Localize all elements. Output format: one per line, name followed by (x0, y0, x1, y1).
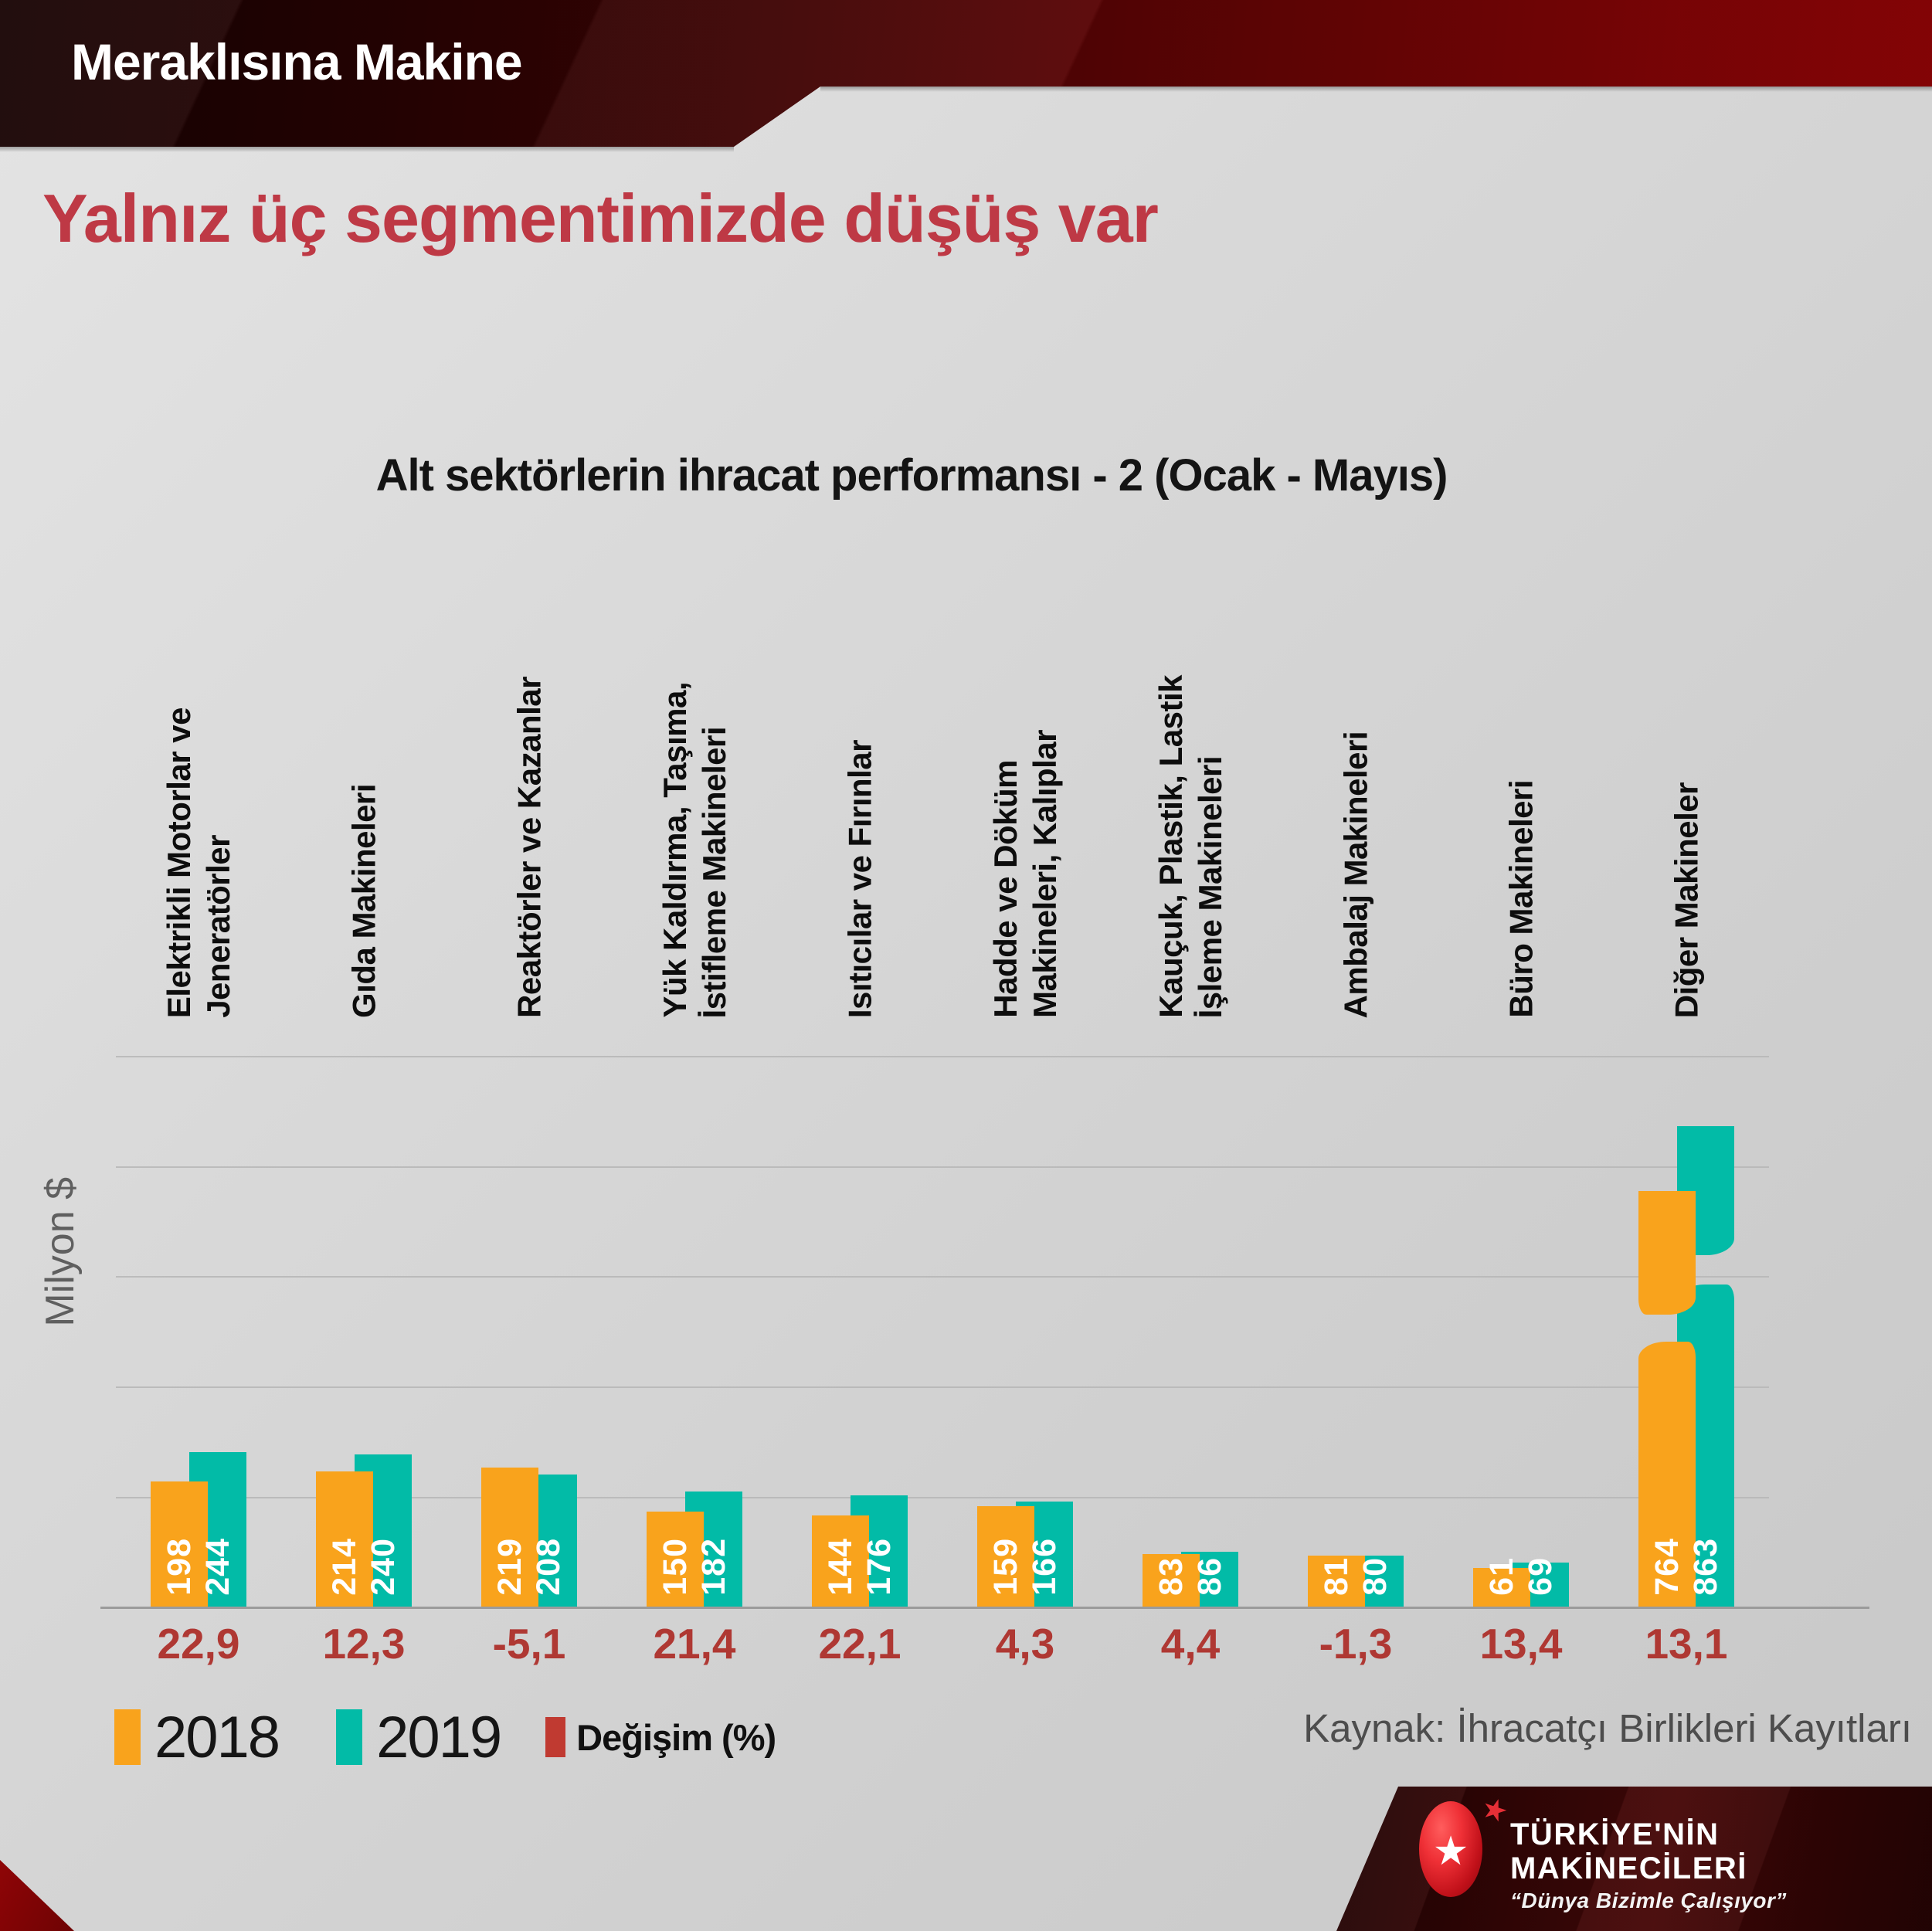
legend-swatch-2019 (336, 1709, 363, 1765)
category-label: Diğer Makineler (1667, 782, 1706, 1018)
source-note: Kaynak: İhracatçı Birlikleri Kayıtları (1303, 1706, 1912, 1750)
category-label-line: Büro Makineleri (1502, 780, 1540, 1018)
category-label-line: Ambalaj Makineleri (1337, 731, 1374, 1018)
change-value: -5,1 (492, 1620, 566, 1668)
banner-shadow (820, 87, 1932, 92)
change-value: 13,1 (1645, 1620, 1728, 1668)
bar-value-2018: 81 (1318, 1557, 1355, 1596)
bar-2018 (647, 1512, 704, 1607)
chart-gridline (116, 1276, 1769, 1278)
bar-2018-lower-segment (1638, 1342, 1696, 1607)
y-axis-label: Milyon $ (38, 1177, 83, 1327)
page-title: Yalnız üç segmentimizde düşüş var (42, 180, 1159, 256)
category-label: Kauçuk, Plastik, Lastik İşleme Makineleri (1151, 675, 1230, 1018)
chart-gridline (116, 1166, 1769, 1168)
legend-label-change: Değişim (%) (576, 1716, 776, 1758)
bar-2018 (1143, 1554, 1200, 1607)
category-label: Gıda Makineleri (345, 784, 384, 1018)
legend-label-2019: 2019 (376, 1704, 502, 1770)
header-title: Meraklısına Makine (71, 33, 523, 90)
bar-value-2018: 198 (161, 1538, 198, 1596)
bar-value-2018: 159 (987, 1538, 1024, 1596)
change-value: 21,4 (653, 1620, 736, 1668)
bar-value-2019: 166 (1026, 1538, 1063, 1596)
logo-banner: ★ ★ TÜRKİYE'NİN MAKİNECİLERİ “Dünya Bizi… (1336, 1787, 1932, 1931)
bar-value-2018: 144 (822, 1538, 859, 1596)
category-label: Büro Makineleri (1502, 780, 1541, 1018)
category-label-line: Kauçuk, Plastik, Lastik (1153, 675, 1189, 1018)
bar-value-2019: 69 (1522, 1557, 1559, 1596)
logo-title-line2: MAKİNECİLERİ (1510, 1851, 1747, 1885)
change-value: 22,1 (818, 1620, 901, 1668)
category-label-line: Jeneratörler (200, 835, 236, 1018)
bar-value-2018: 214 (326, 1538, 363, 1596)
logo-small-star-icon: ★ (1477, 1790, 1513, 1831)
category-label: Elektrikli Motorlar ve Jeneratörler (159, 708, 238, 1018)
bar-value-2019: 176 (861, 1538, 898, 1596)
bar-2018 (481, 1468, 538, 1607)
change-value: 22,9 (157, 1620, 240, 1668)
change-value: 12,3 (322, 1620, 406, 1668)
bar-value-2019: 863 (1687, 1538, 1724, 1596)
legend-swatch-2018 (114, 1709, 141, 1765)
change-value: -1,3 (1319, 1620, 1393, 1668)
bar-value-2019: 208 (530, 1538, 567, 1596)
bar-value-2018: 150 (657, 1538, 694, 1596)
bar-value-2018: 219 (491, 1538, 528, 1596)
category-label-line: Diğer Makineler (1668, 782, 1705, 1018)
bar-value-2019: 86 (1191, 1557, 1228, 1596)
category-label-line: İşleme Makineleri (1192, 755, 1228, 1018)
category-label-line: Hadde ve Döküm (987, 760, 1024, 1018)
logo-title-line1: TÜRKİYE'NİN (1510, 1817, 1720, 1851)
bar-value-2019: 182 (695, 1538, 732, 1596)
category-label: Ambalaj Makineleri (1336, 731, 1376, 1018)
bar-2018 (316, 1471, 373, 1607)
bar-value-2018: 83 (1153, 1557, 1190, 1596)
logo-mark: ★ (1419, 1801, 1482, 1897)
bar-value-2019: 244 (199, 1538, 236, 1596)
chart-gridline (116, 1056, 1769, 1057)
legend-swatch-change (545, 1717, 566, 1757)
category-label-line: Isıtıcılar ve Fırınlar (841, 739, 878, 1018)
change-value: 4,4 (1160, 1620, 1221, 1668)
chart-gridline (116, 1497, 1769, 1498)
chart-title: Alt sektörlerin ihracat performansı - 2 … (375, 450, 1448, 501)
bar-value-2019: 240 (365, 1538, 402, 1596)
category-label-line: Makineleri, Kalıplar (1027, 730, 1063, 1018)
category-label: Isıtıcılar ve Fırınlar (840, 740, 880, 1018)
chart-gridline (116, 1386, 1769, 1388)
logo-star-icon: ★ (1432, 1829, 1469, 1874)
category-label: Hadde ve Döküm Makineleri, Kalıplar (986, 730, 1064, 1018)
bar-2018 (977, 1506, 1034, 1607)
bar-2018 (1473, 1568, 1530, 1607)
category-label-line: Reaktörler ve Kazanlar (511, 677, 548, 1018)
bar-value-2018: 61 (1483, 1557, 1520, 1596)
change-value: 4,3 (995, 1620, 1055, 1668)
category-label-line: Yük Kaldırma, Taşıma, (657, 682, 693, 1018)
category-label-line: Gıda Makineleri (345, 784, 382, 1018)
category-label-line: İstifleme Makineleri (696, 726, 732, 1019)
category-label-line: Elektrikli Motorlar ve (161, 707, 197, 1018)
category-label: Reaktörler ve Kazanlar (510, 677, 549, 1018)
bar-2018 (151, 1481, 208, 1607)
chart-legend: 2018 2019 Değişim (%) (114, 1704, 776, 1770)
category-label: Yük Kaldırma, Taşıma, İstifleme Makineler… (655, 682, 734, 1018)
bottom-left-wedge-decoration (0, 1860, 74, 1931)
bar-value-2019: 80 (1356, 1557, 1394, 1596)
legend-label-2018: 2018 (154, 1704, 280, 1770)
change-value: 13,4 (1479, 1620, 1563, 1668)
logo-tagline: “Dünya Bizimle Çalışıyor” (1510, 1889, 1787, 1912)
bar-value-2018: 764 (1648, 1538, 1686, 1596)
chart-baseline (100, 1607, 1869, 1609)
bar-2018 (1308, 1556, 1365, 1607)
bar-2018 (812, 1515, 869, 1607)
bar-2018-upper-segment (1638, 1191, 1696, 1315)
banner-shadow (0, 147, 734, 152)
